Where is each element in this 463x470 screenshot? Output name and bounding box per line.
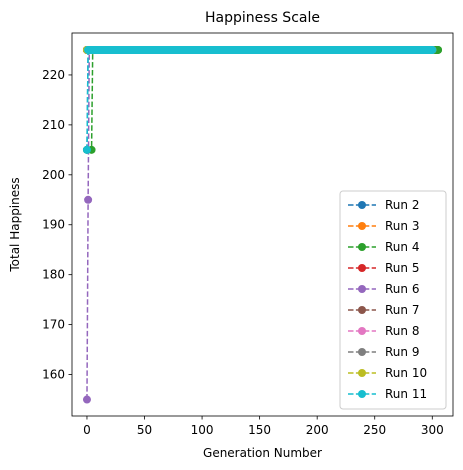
axes: 0 50 100 150 200 250 300 160 170 180 190 200 210 220	[42, 32, 454, 437]
legend-marker-run-3	[358, 222, 366, 230]
x-tick-label: 100	[191, 423, 214, 437]
legend-label-run-11: Run 11	[385, 387, 427, 401]
legend-marker-run-4	[358, 243, 366, 251]
legend-label-run-5: Run 5	[385, 261, 419, 275]
legend-label-run-3: Run 3	[385, 219, 419, 233]
legend-label-run-4: Run 4	[385, 240, 419, 254]
legend: Run 2 Run 3 Run 4 Run 5 Run 6 Run 7 Run 8 Run 9…	[339, 190, 447, 410]
legend-label-run-6: Run 6	[385, 282, 419, 296]
legend-label-run-2: Run 2	[385, 198, 419, 212]
series-line-run-6	[86, 49, 433, 400]
legend-marker-run-10	[358, 369, 366, 377]
x-tick-label: 150	[248, 423, 271, 437]
series-run-2	[82, 45, 437, 154]
plot-area	[82, 45, 443, 404]
x-tick-label: 200	[306, 423, 329, 437]
x-tick-label: 0	[83, 423, 91, 437]
y-tick-label: 170	[42, 318, 65, 332]
legend-label-run-8: Run 8	[385, 324, 419, 338]
series-run-4	[82, 45, 443, 154]
legend-marker-run-9	[358, 348, 366, 356]
data-point-run-11	[82, 145, 91, 154]
data-point-run-6	[82, 395, 91, 404]
legend-marker-run-7	[358, 306, 366, 314]
y-tick-label: 210	[42, 118, 65, 132]
legend-label-run-7: Run 7	[385, 303, 419, 317]
legend-label-run-9: Run 9	[385, 345, 419, 359]
y-tick-label: 190	[42, 218, 65, 232]
x-tick-label: 250	[363, 423, 386, 437]
x-axis-label: Generation Number	[203, 446, 322, 460]
legend-marker-run-5	[358, 264, 366, 272]
series-line-run-11	[86, 49, 433, 150]
series-line-run-2	[86, 49, 433, 150]
series-line-run-4	[86, 49, 439, 151]
legend-box	[339, 190, 447, 410]
y-tick-label: 200	[42, 168, 65, 182]
data-point-run-6	[84, 195, 93, 204]
legend-marker-run-2	[358, 201, 366, 209]
y-axis-label: Total Happiness	[8, 177, 22, 272]
series-run-11	[82, 45, 437, 154]
chart-title: Happiness Scale	[205, 10, 320, 26]
y-tick-label: 220	[42, 68, 65, 82]
legend-marker-run-11	[358, 390, 366, 398]
y-tick-label: 160	[42, 368, 65, 382]
x-tick-label: 50	[137, 423, 152, 437]
legend-marker-run-6	[358, 285, 366, 293]
y-tick-label: 180	[42, 268, 65, 282]
x-tick-label: 300	[421, 423, 444, 437]
legend-label-run-10: Run 10	[385, 366, 427, 380]
legend-marker-run-8	[358, 327, 366, 335]
